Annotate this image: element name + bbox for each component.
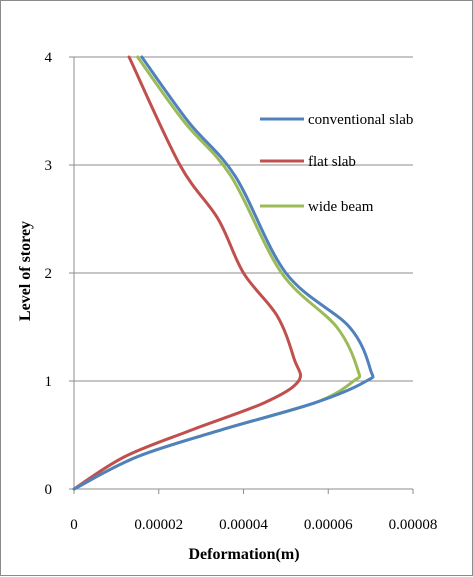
legend-label-wide-beam: wide beam — [308, 199, 374, 215]
y-tick-label: 4 — [45, 50, 53, 66]
legend-label-conventional-slab: conventional slab — [308, 112, 413, 128]
x-tick-label: 0 — [70, 517, 78, 533]
x-tick-label: 0.00004 — [219, 517, 268, 533]
x-axis-title: Deformation(m) — [188, 546, 299, 563]
x-tick-label: 0.00008 — [389, 517, 438, 533]
x-tick-label: 0.00002 — [134, 517, 183, 533]
series-line-flat-slab — [72, 55, 302, 491]
series-line-conventional-slab — [72, 55, 375, 491]
legend: conventional slab flat slab wide beam — [260, 112, 413, 215]
tick-labels: 0 1 2 3 4 0 0.00002 0.00004 0.00006 0.00008 — [45, 50, 438, 533]
x-tick-label: 0.00006 — [304, 517, 353, 533]
grid-lines — [74, 56, 413, 382]
series-lines — [72, 55, 375, 491]
legend-label-flat-slab: flat slab — [308, 154, 356, 170]
y-tick-label: 3 — [45, 158, 53, 174]
y-axis-title: Level of storey — [17, 221, 34, 321]
y-tick-label: 1 — [45, 374, 53, 390]
y-tick-label: 2 — [45, 266, 53, 282]
y-tick-label: 0 — [45, 482, 53, 498]
